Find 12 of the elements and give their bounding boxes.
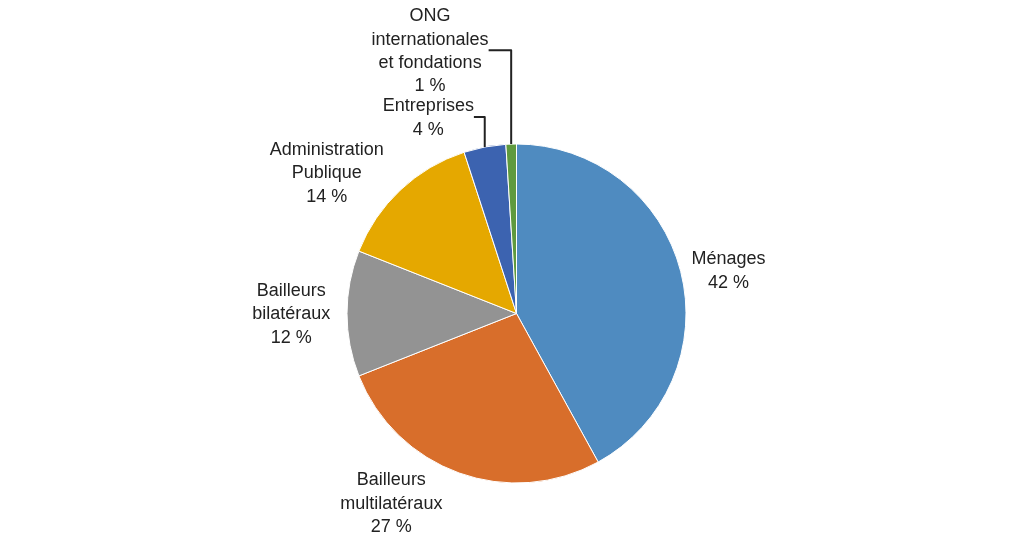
data-label: 27 % bbox=[370, 515, 412, 536]
slice-label: Bailleurs multilatéraux bbox=[340, 469, 443, 513]
slice-label: Entreprises bbox=[382, 95, 474, 116]
data-label: 1 % bbox=[414, 75, 446, 96]
data-label: 14 % bbox=[306, 185, 348, 206]
data-label: 42 % bbox=[708, 271, 750, 292]
slice-label: ONG internationales et fondations bbox=[371, 5, 489, 72]
slice-label: Bailleurs bilatéraux bbox=[252, 280, 331, 324]
data-label: 12 % bbox=[270, 326, 312, 347]
data-label: 4 % bbox=[412, 118, 444, 139]
slice-label: Administration Publique bbox=[269, 138, 384, 183]
slice-label: Ménages bbox=[691, 248, 766, 269]
